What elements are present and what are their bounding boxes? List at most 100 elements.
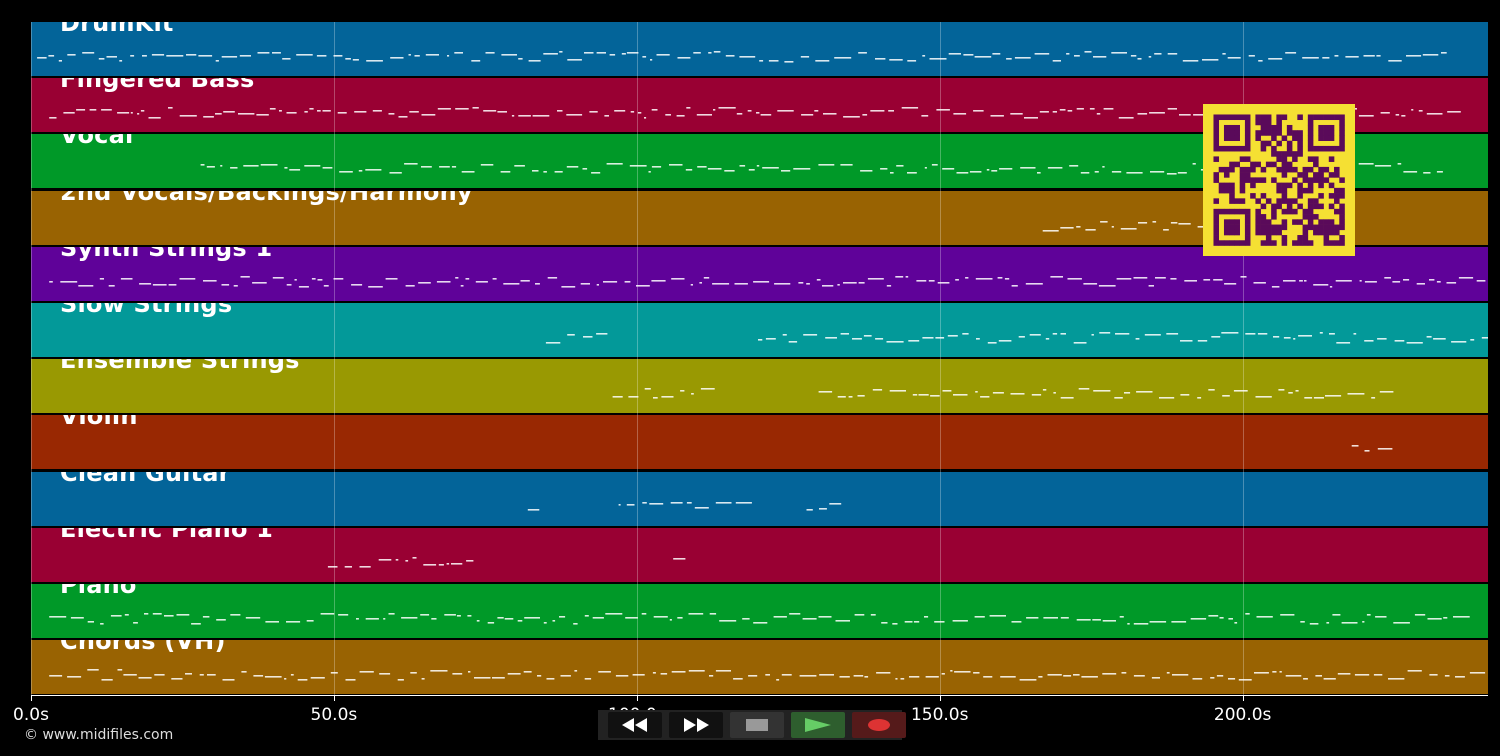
note-mark — [124, 614, 129, 616]
note-mark — [1351, 445, 1359, 447]
note-mark — [1245, 613, 1250, 615]
note-mark — [1111, 171, 1122, 173]
note-mark — [567, 59, 582, 61]
note-mark — [322, 110, 331, 112]
note-mark — [592, 617, 604, 619]
note-mark — [1426, 113, 1443, 115]
track-name: Clean Guitar — [60, 471, 231, 487]
note-mark — [916, 279, 927, 282]
note-mark — [975, 391, 978, 393]
grid-line — [939, 22, 941, 696]
track-lane[interactable]: Clean Guitar — [31, 471, 1488, 526]
note-mark — [1429, 278, 1435, 281]
note-mark — [799, 675, 817, 677]
note-mark — [719, 620, 737, 622]
note-mark — [119, 60, 123, 62]
note-mark — [1279, 671, 1282, 673]
note-mark — [198, 55, 213, 57]
note-mark — [1167, 108, 1177, 110]
track-lane[interactable]: Ensemble Strings — [31, 359, 1488, 414]
qr-code[interactable] — [1203, 104, 1355, 256]
track-lane[interactable]: DrumKit — [31, 22, 1488, 76]
note-mark — [598, 671, 611, 673]
note-mark — [649, 502, 664, 505]
note-mark — [130, 112, 133, 114]
play-button[interactable] — [791, 712, 845, 738]
note-mark — [1118, 117, 1134, 119]
note-mark — [511, 115, 515, 117]
note-mark — [202, 616, 210, 618]
track-lane[interactable]: Piano — [31, 584, 1488, 638]
note-mark — [179, 115, 197, 117]
note-mark — [117, 112, 130, 114]
note-mark — [1011, 284, 1018, 287]
rewind-button[interactable] — [608, 712, 662, 738]
note-mark — [206, 166, 215, 168]
note-mark — [317, 278, 323, 281]
note-mark — [715, 501, 732, 504]
note-mark — [454, 52, 463, 54]
note-mark — [1063, 675, 1072, 677]
note-mark — [922, 55, 926, 57]
note-mark — [1120, 227, 1137, 230]
note-mark — [956, 172, 969, 174]
note-mark — [186, 54, 197, 56]
note-mark — [1326, 622, 1330, 624]
tick-mark — [1242, 696, 1244, 701]
stop-button[interactable] — [730, 712, 784, 738]
note-mark — [651, 279, 666, 282]
note-mark — [1080, 172, 1090, 174]
note-mark — [1293, 338, 1296, 340]
note-mark — [532, 170, 539, 172]
note-mark — [1458, 276, 1474, 279]
note-mark — [1394, 340, 1405, 342]
note-mark — [67, 676, 82, 678]
note-mark — [1039, 111, 1049, 113]
note-mark — [517, 620, 523, 622]
track-lane[interactable]: Slow Strings — [31, 303, 1488, 357]
note-mark — [1353, 333, 1357, 335]
note-mark — [896, 165, 904, 167]
note-mark — [653, 397, 658, 399]
note-mark — [1303, 678, 1308, 680]
note-mark — [1052, 111, 1057, 113]
note-mark — [297, 679, 308, 681]
note-mark — [1099, 332, 1111, 334]
note-mark — [823, 113, 837, 115]
note-mark — [886, 341, 904, 343]
note-mark — [1190, 618, 1207, 620]
note-mark — [1407, 670, 1422, 672]
note-mark — [1180, 394, 1190, 396]
note-mark — [881, 622, 888, 624]
tick-mark — [939, 696, 941, 701]
note-mark — [853, 675, 864, 677]
note-mark — [269, 108, 276, 110]
note-mark — [1047, 674, 1062, 676]
note-mark — [87, 621, 94, 623]
note-mark — [1364, 340, 1374, 342]
note-mark — [282, 58, 291, 60]
record-button[interactable] — [852, 712, 906, 738]
note-mark — [304, 111, 308, 113]
note-mark — [1341, 622, 1358, 624]
note-mark — [931, 164, 938, 166]
track-lane[interactable]: Electric Piano 1 — [31, 527, 1488, 582]
note-mark — [886, 284, 892, 287]
note-mark — [1124, 392, 1131, 394]
track-lane[interactable]: Violin — [31, 415, 1488, 470]
note-mark — [660, 673, 668, 675]
note-mark — [220, 165, 223, 167]
fast-forward-button[interactable] — [669, 712, 723, 738]
track-lane[interactable]: Chords (VH) — [31, 640, 1488, 695]
note-mark — [1166, 672, 1170, 674]
note-mark — [306, 620, 314, 622]
note-mark — [1384, 276, 1391, 279]
note-mark — [130, 55, 135, 57]
note-mark — [560, 675, 571, 677]
note-mark — [99, 277, 104, 280]
note-mark — [1067, 110, 1073, 112]
track-name: Violin — [60, 415, 138, 431]
note-mark — [628, 396, 639, 398]
note-mark — [507, 673, 521, 675]
note-mark — [921, 115, 929, 117]
